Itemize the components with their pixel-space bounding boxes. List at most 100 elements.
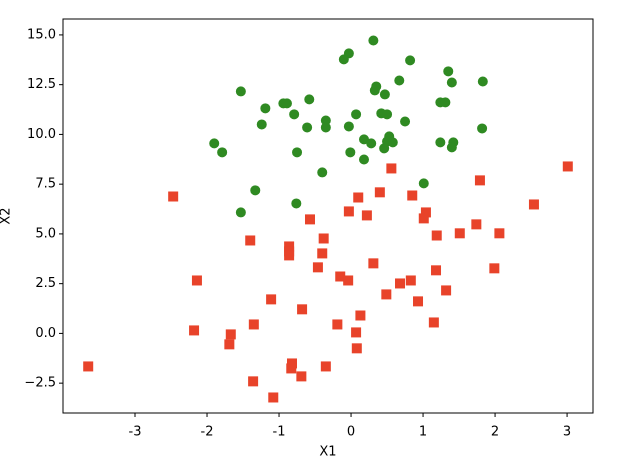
point (320, 122, 331, 133)
y-tick-label: 5.0 (35, 226, 56, 241)
point (235, 86, 246, 97)
x-axis-label: X1 (319, 445, 336, 460)
point (471, 219, 482, 230)
point (368, 258, 379, 269)
point (420, 207, 431, 218)
point (83, 361, 94, 372)
point (250, 185, 261, 196)
point (351, 343, 362, 354)
point (209, 138, 220, 149)
point (297, 304, 308, 315)
point (217, 147, 228, 158)
point (489, 263, 500, 274)
point (395, 278, 406, 289)
point (474, 175, 485, 186)
point (369, 85, 380, 96)
point (289, 109, 300, 120)
point (260, 103, 271, 114)
point (268, 392, 279, 403)
point (345, 147, 356, 158)
point (477, 76, 488, 87)
point (431, 265, 442, 276)
point (338, 54, 349, 65)
point (431, 230, 442, 241)
y-tick-label: 2.5 (35, 276, 56, 291)
x-tick-label: -1 (273, 425, 286, 440)
point (281, 98, 292, 109)
point (302, 122, 313, 133)
plot-frame (62, 18, 594, 414)
point (418, 178, 429, 189)
y-tick-label: 12.5 (27, 77, 56, 92)
point (248, 319, 259, 330)
x-tick-label: 2 (491, 425, 499, 440)
y-tick-label: 10.0 (27, 127, 56, 142)
point (320, 115, 331, 126)
x-tick-label: -3 (129, 425, 142, 440)
point (335, 271, 346, 282)
point (296, 371, 307, 382)
y-tick-label: 0.0 (35, 326, 56, 341)
y-tick-label: 15.0 (27, 27, 56, 42)
point (435, 137, 446, 148)
x-tick-label: 3 (563, 425, 571, 440)
point (441, 285, 452, 296)
point (191, 275, 202, 286)
point (317, 167, 328, 178)
point (359, 154, 370, 165)
point (387, 137, 398, 148)
point (400, 116, 411, 127)
point (292, 147, 303, 158)
point (454, 228, 465, 239)
point (379, 143, 390, 154)
point (361, 210, 372, 221)
point (351, 109, 362, 120)
point (446, 77, 457, 88)
point (418, 213, 429, 224)
y-axis-label: X2 (0, 207, 14, 224)
point (368, 35, 379, 46)
point (256, 119, 267, 130)
point (407, 190, 418, 201)
point (235, 207, 246, 218)
point (320, 361, 331, 372)
point (284, 250, 295, 261)
point (245, 235, 256, 246)
point (317, 248, 328, 259)
point (351, 327, 362, 338)
point (353, 192, 364, 203)
point (494, 228, 505, 239)
point (379, 89, 390, 100)
point (374, 187, 385, 198)
point (562, 161, 573, 172)
point (168, 191, 179, 202)
point (446, 142, 457, 153)
y-tick-label: −2.5 (24, 376, 56, 391)
point (405, 55, 416, 66)
point (304, 214, 315, 225)
x-tick-label: 1 (419, 425, 427, 440)
point (318, 233, 329, 244)
point (413, 296, 424, 307)
point (304, 94, 315, 105)
x-tick-label: 0 (347, 425, 355, 440)
point (343, 275, 354, 286)
point (225, 329, 236, 340)
point (248, 376, 259, 387)
point (443, 66, 454, 77)
point (355, 310, 366, 321)
point (440, 97, 451, 108)
point (405, 275, 416, 286)
point (428, 317, 439, 328)
point (312, 262, 323, 273)
x-tick-label: -2 (201, 425, 214, 440)
point (386, 163, 397, 174)
point (343, 121, 354, 132)
point (394, 75, 405, 86)
y-tick-label: 7.5 (35, 177, 56, 192)
point (343, 206, 354, 217)
point (528, 199, 539, 210)
point (286, 363, 297, 374)
point (477, 123, 488, 134)
